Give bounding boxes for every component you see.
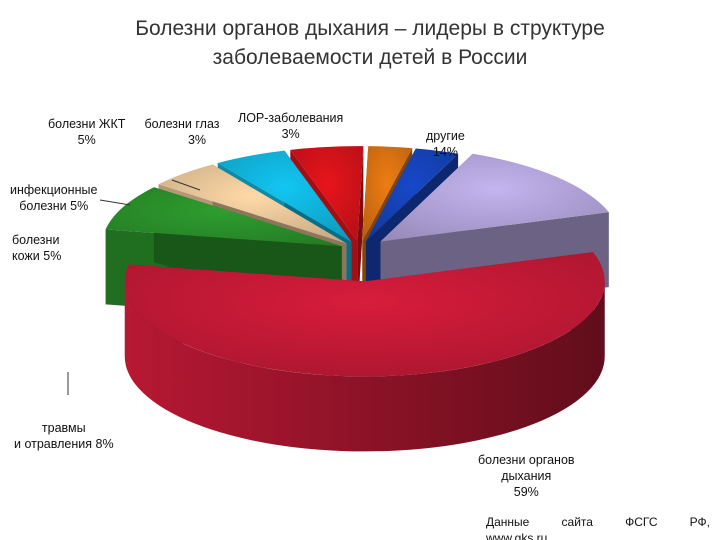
slice-wall-gi-1 <box>357 146 364 317</box>
title-line-1: Болезни органов дыхания – лидеры в струк… <box>135 17 605 40</box>
source-word-3: ФСГС <box>625 515 658 529</box>
source-url: www.gks.ru <box>486 531 548 540</box>
source-word-4: РФ, <box>689 515 710 529</box>
label-respiratory: болезни органов дыхания 59% <box>478 453 575 499</box>
label-gi: болезни ЖКТ 5% <box>48 117 126 147</box>
slice-injuries <box>105 187 342 247</box>
source-word-2: сайта <box>561 515 593 529</box>
slice-gi <box>290 146 364 242</box>
slice-skin <box>158 164 347 244</box>
slice-infectious <box>217 150 352 242</box>
leader-line-2 <box>171 179 201 191</box>
pie-tops <box>105 146 609 377</box>
label-skin: болезни кожи 5% <box>12 233 62 263</box>
source-note: Данные сайта ФСГС РФ, www.gks.ru <box>486 514 710 540</box>
slice-eyes <box>362 146 413 242</box>
label-ent: ЛОР-заболевания 3% <box>238 111 344 141</box>
leader-line-0 <box>99 199 131 206</box>
leader-lines <box>67 179 201 395</box>
slice-outer-respiratory <box>124 281 605 452</box>
title-line-2: заболеваемости детей в России <box>212 46 528 69</box>
source-word-1: Данные <box>486 515 530 529</box>
label-infectious: инфекционные болезни 5% <box>10 183 98 213</box>
label-injuries: травмы и отравления 8% <box>14 421 114 451</box>
slice-ent <box>365 148 459 242</box>
label-other: другие 14% <box>426 129 465 159</box>
chart-title: Болезни органов дыхания – лидеры в струк… <box>60 14 680 72</box>
slice-other <box>380 153 609 242</box>
label-eyes: болезни глаз 3% <box>144 117 220 147</box>
slice-respiratory <box>124 252 605 377</box>
